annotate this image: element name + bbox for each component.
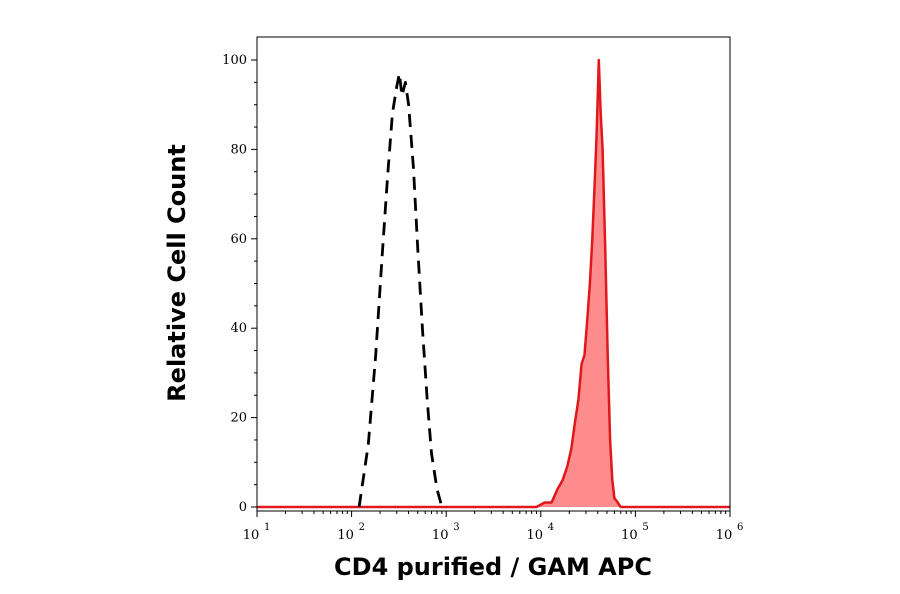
series-line-red	[257, 58, 730, 509]
y-tick-label: 80	[230, 142, 247, 157]
series-line-dashed	[357, 72, 447, 509]
y-tick-label: 100	[222, 53, 247, 68]
x-axis-title: CD4 purified / GAM APC	[334, 553, 652, 581]
x-tick-exponent: 3	[453, 522, 459, 533]
x-tick-exponent: 2	[359, 522, 365, 533]
series-area-fill	[257, 60, 730, 507]
y-tick-label: 60	[230, 232, 247, 247]
y-tick-label: 20	[230, 411, 247, 426]
plot-area	[256, 36, 731, 512]
y-tick-label: 0	[239, 500, 247, 515]
x-tick-exponent: 6	[737, 522, 743, 533]
x-tick-label: 10	[527, 528, 544, 543]
x-tick-label: 10	[621, 528, 638, 543]
y-tick-label: 40	[230, 321, 247, 336]
x-tick-label: 10	[716, 528, 733, 543]
y-axis: 0 20 40 60 80 100	[222, 53, 257, 515]
y-axis-title: Relative Cell Count	[163, 144, 191, 402]
x-tick-exponent: 4	[548, 522, 554, 533]
x-tick-label: 10	[243, 528, 260, 543]
x-tick-label: 10	[432, 528, 449, 543]
x-tick-label: 10	[337, 528, 354, 543]
plot-frame	[256, 36, 731, 512]
x-tick-exponent: 5	[642, 522, 648, 533]
x-tick-exponent: 1	[264, 522, 270, 533]
x-axis: 10 1 10 2 10 3 10 4 10 5 10 6	[243, 511, 743, 543]
